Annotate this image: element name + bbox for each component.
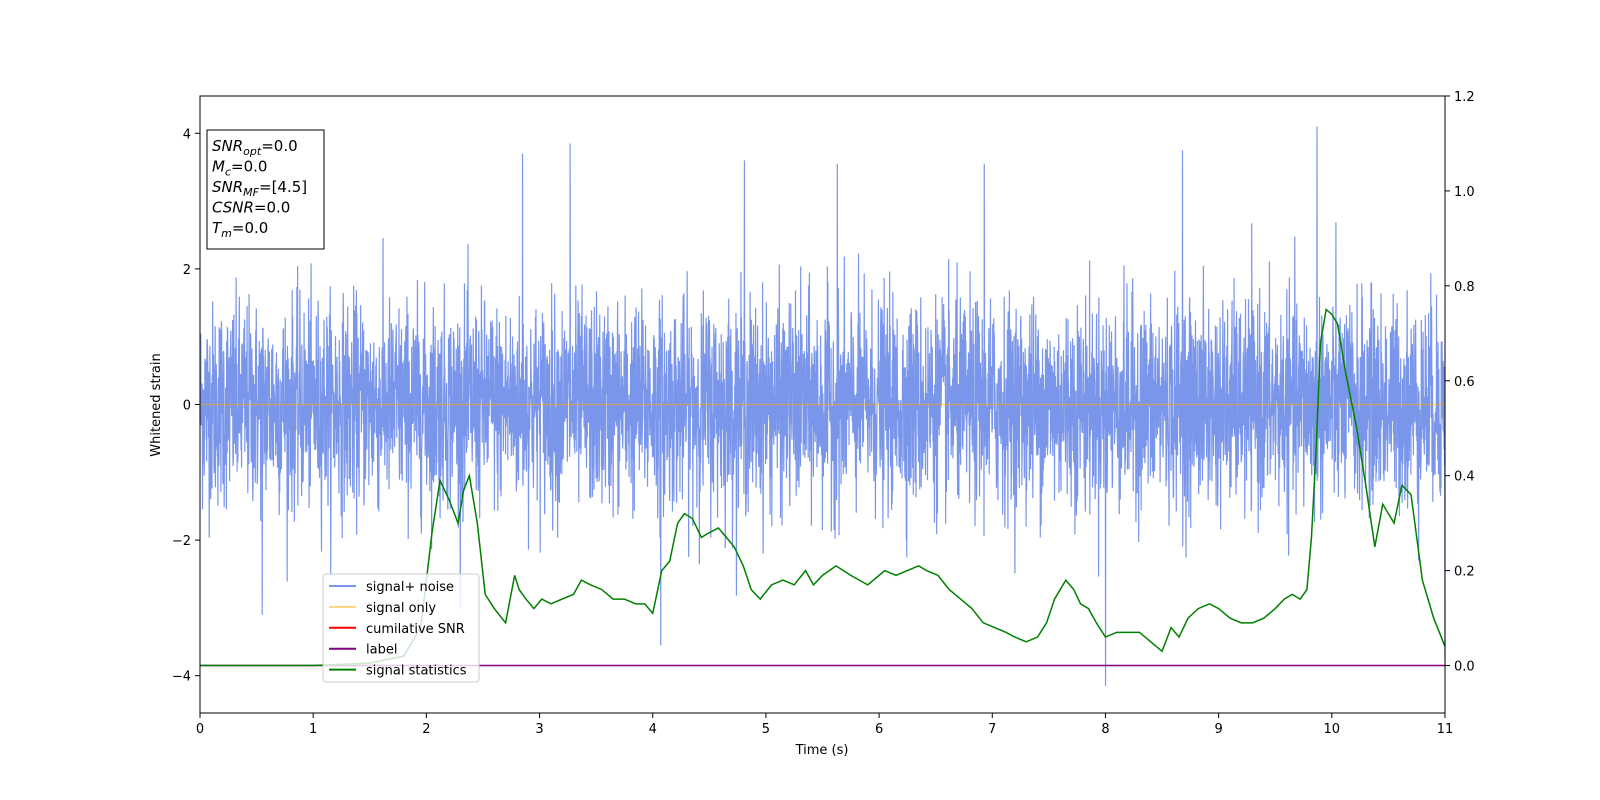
x-tick-label: 9 xyxy=(1214,722,1222,737)
annotation-symbol: M xyxy=(212,158,225,176)
y2-tick-label: 0.4 xyxy=(1454,470,1475,485)
y-axis-right: 0.0 0.2 0.4 0.6 0.8 1.0 1.2 xyxy=(1445,90,1475,675)
y-tick-label: 2 xyxy=(183,263,191,278)
annotation-symbol: CSNR xyxy=(212,199,254,217)
annotation-subscript: MF xyxy=(243,186,259,199)
x-tick-label: 3 xyxy=(535,722,543,737)
annotation-line: SNRopt=0.0 xyxy=(212,137,298,158)
x-tick-label: 0 xyxy=(196,722,204,737)
legend: signal+ noise signal only cumilative SNR la… xyxy=(322,573,480,683)
x-tick-label: 5 xyxy=(762,722,770,737)
x-tick-label: 1 xyxy=(309,722,317,737)
annotation-value: =0.0 xyxy=(232,219,268,237)
annotation-value: =0.0 xyxy=(261,137,297,155)
legend-entry: signal statistics xyxy=(366,664,467,679)
y-axis-label: Whitened strain xyxy=(149,353,164,456)
annotation-value: =[4.5] xyxy=(259,178,307,196)
y-tick-label: 4 xyxy=(183,127,191,142)
annotation-subscript: c xyxy=(225,166,231,179)
y2-tick-label: 1.0 xyxy=(1454,185,1475,200)
annotation-line: Tm=0.0 xyxy=(212,219,268,240)
x-tick-label: 8 xyxy=(1101,722,1109,737)
x-axis-label: Time (s) xyxy=(795,743,849,758)
annotation-symbol: SNR xyxy=(212,178,243,196)
series-signal-plus-noise-path xyxy=(199,126,1446,686)
series-signal-statistics-path xyxy=(200,308,1446,667)
legend-frame xyxy=(322,573,480,683)
legend-entry: signal+ noise xyxy=(366,580,454,595)
annotation-line: SNRMF=[4.5] xyxy=(212,178,307,199)
x-tick-label: 10 xyxy=(1324,722,1341,737)
legend-entry: cumilative SNR xyxy=(366,622,465,637)
y-tick-label: −2 xyxy=(172,534,191,549)
x-tick-label: 6 xyxy=(875,722,883,737)
annotation-line: Mc=0.0 xyxy=(212,158,267,179)
annotation-frame xyxy=(206,129,325,250)
y2-tick-label: 0.2 xyxy=(1454,565,1475,580)
x-tick-label: 7 xyxy=(988,722,996,737)
x-axis: 0 1 2 3 4 5 6 7 8 9 10 11 xyxy=(196,713,1453,737)
annotation-line: CSNR=0.0 xyxy=(212,199,290,217)
legend-entry: label xyxy=(366,643,397,658)
y2-tick-label: 1.2 xyxy=(1454,90,1475,105)
annotation-value: =0.0 xyxy=(231,158,267,176)
annotation-subscript: opt xyxy=(243,145,262,158)
y-axis-left: −4 −2 0 2 4 xyxy=(172,127,200,685)
annotation-symbol: SNR xyxy=(212,137,243,155)
y2-tick-label: 0.8 xyxy=(1454,280,1475,295)
annotation-symbol: T xyxy=(212,219,223,237)
y2-tick-label: 0.6 xyxy=(1454,375,1475,390)
annotation-value: =0.0 xyxy=(254,199,290,217)
x-tick-label: 2 xyxy=(422,722,430,737)
y2-tick-label: 0.0 xyxy=(1454,660,1475,675)
annotation-subscript: m xyxy=(221,227,232,240)
x-tick-label: 11 xyxy=(1437,722,1454,737)
annotation-box: SNRopt=0.0Mc=0.0SNRMF=[4.5]CSNR=0.0Tm=0.… xyxy=(206,129,325,250)
legend-entry: signal only xyxy=(366,601,436,616)
series-signal-plus-noise-line xyxy=(199,126,1446,686)
series-signal-statistics-line xyxy=(200,308,1446,667)
y-tick-label: 0 xyxy=(183,399,191,414)
x-tick-label: 4 xyxy=(649,722,657,737)
y-tick-label: −4 xyxy=(172,670,191,685)
